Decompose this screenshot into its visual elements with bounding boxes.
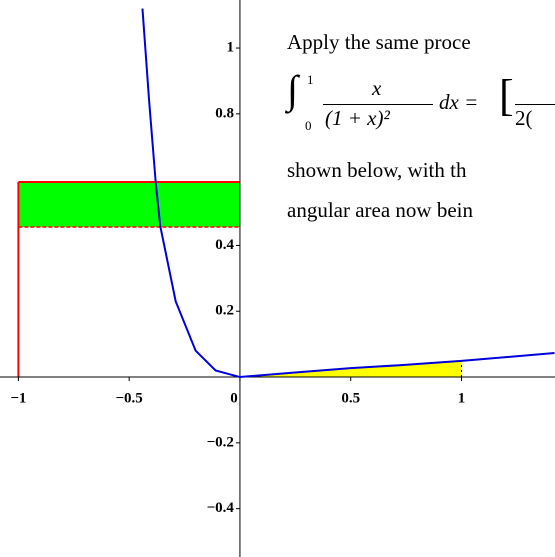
green-rect: [18, 181, 240, 228]
fraction-part: 2(: [515, 106, 533, 130]
bracket: [: [499, 71, 514, 120]
formula: ∫ 1 0 x (1 + x)² dx = [ 2(: [287, 67, 555, 140]
y-tick-label: −0.4: [207, 500, 235, 516]
integral-sign: ∫: [287, 67, 298, 112]
fraction-bar: [515, 104, 555, 105]
text-line: Apply the same proce: [287, 30, 471, 54]
x-tick-label: 1: [458, 390, 466, 406]
y-tick-label: 0.8: [215, 105, 234, 121]
curve: [141, 8, 555, 379]
y-tick-label: 0.4: [215, 237, 234, 253]
x-tick-label: −1: [10, 390, 26, 406]
denominator: (1 + x)²: [325, 106, 390, 130]
text-line: angular area now bein: [287, 198, 473, 222]
y-tick-label: 1: [226, 39, 234, 55]
text-line: shown below, with th: [287, 158, 467, 182]
fraction-bar: [323, 104, 433, 105]
y-tick-label: −0.2: [207, 434, 234, 450]
x-tick-label: −0.5: [116, 390, 143, 406]
differential: dx =: [439, 90, 479, 114]
upper-limit: 1: [307, 72, 314, 87]
lower-limit: 0: [305, 118, 312, 133]
y-tick-label: 0.2: [215, 303, 234, 319]
x-tick-label: 0: [230, 390, 238, 406]
x-tick-label: 0.5: [341, 390, 360, 406]
numerator: x: [372, 76, 382, 100]
